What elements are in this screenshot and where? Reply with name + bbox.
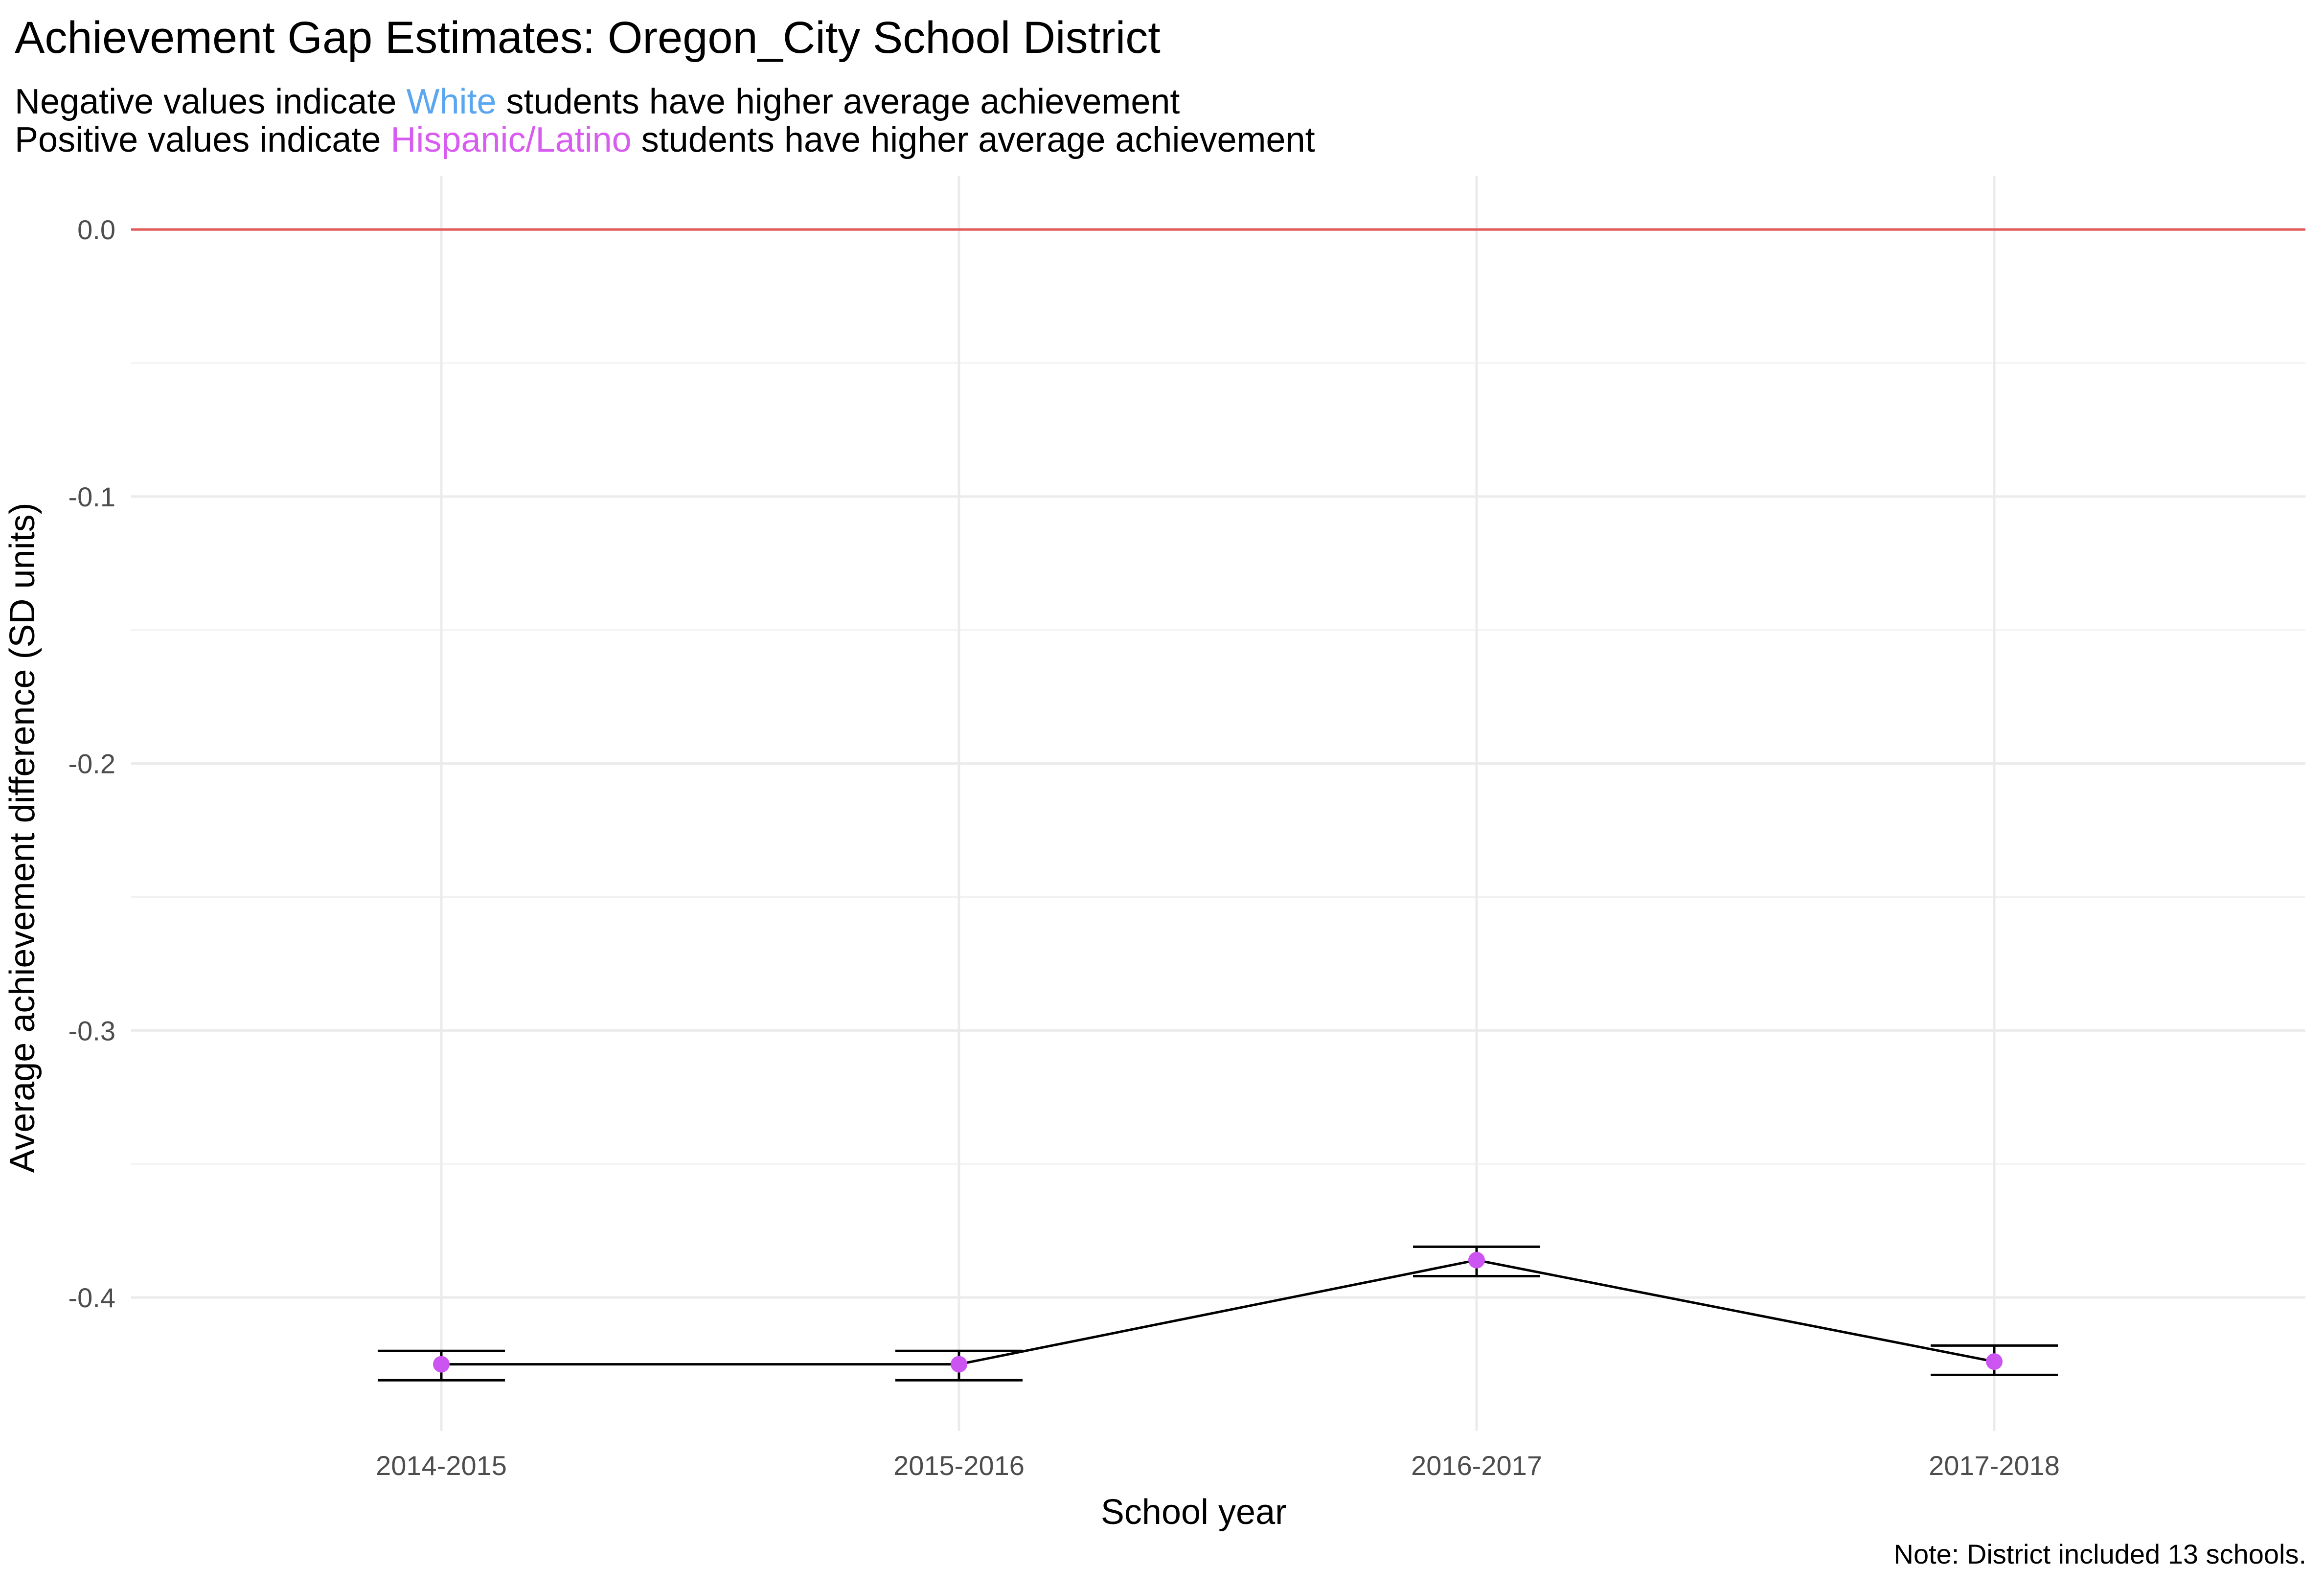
y-axis-title: Average achievement difference (SD units… bbox=[3, 502, 42, 1173]
y-tick-label: -0.1 bbox=[68, 481, 116, 512]
x-tick-label: 2014-2015 bbox=[376, 1450, 507, 1481]
x-tick-label: 2017-2018 bbox=[1929, 1450, 2060, 1481]
data-point bbox=[433, 1356, 450, 1373]
subtitle-hispanic-group: Hispanic/Latino bbox=[390, 120, 632, 159]
chart-note: Note: District included 13 schools. bbox=[1893, 1539, 2307, 1569]
chart-title: Achievement Gap Estimates: Oregon_City S… bbox=[15, 13, 1161, 63]
subtitle-positive-suffix: students have higher average achievement bbox=[631, 120, 1315, 159]
y-tick-label: -0.2 bbox=[68, 749, 116, 779]
y-tick-label: -0.4 bbox=[68, 1282, 116, 1313]
data-point bbox=[1468, 1251, 1485, 1269]
subtitle-positive: Positive values indicate Hispanic/Latino… bbox=[15, 120, 1315, 159]
data-point bbox=[1986, 1353, 2003, 1370]
point-layer bbox=[433, 1251, 2003, 1373]
y-tick-label: -0.3 bbox=[68, 1015, 116, 1046]
y-tick-label: 0.0 bbox=[77, 214, 115, 245]
subtitle-negative-prefix: Negative values indicate bbox=[15, 82, 407, 121]
subtitle-negative-suffix: students have higher average achievement bbox=[496, 82, 1180, 121]
x-tick-label: 2016-2017 bbox=[1411, 1450, 1542, 1481]
error-bar-layer bbox=[378, 1245, 2058, 1382]
series-line bbox=[441, 1259, 1995, 1366]
data-point bbox=[951, 1356, 967, 1373]
series-line-layer bbox=[441, 1259, 1995, 1366]
tick-label-layer: 0.0 -0.1 -0.2 -0.3 -0.4 2014-2015 2015-2016 201… bbox=[68, 214, 2060, 1481]
subtitle-white-group: White bbox=[406, 82, 497, 121]
grid-layer bbox=[131, 176, 2305, 1431]
subtitle-negative: Negative values indicate White students … bbox=[15, 82, 1180, 121]
subtitle-positive-prefix: Positive values indicate bbox=[15, 120, 391, 159]
x-axis-title: School year bbox=[1101, 1493, 1287, 1532]
x-tick-label: 2015-2016 bbox=[893, 1450, 1025, 1481]
